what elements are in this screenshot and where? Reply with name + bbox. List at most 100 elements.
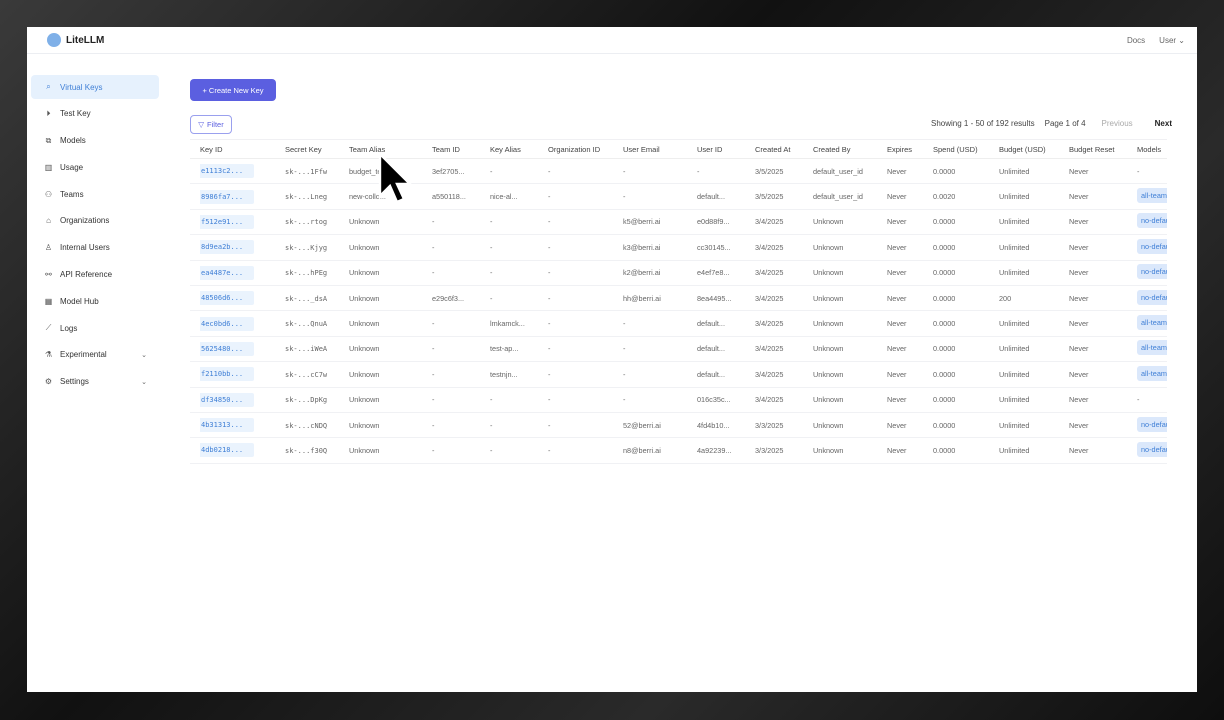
sidebar-item-label: Settings: [60, 377, 89, 387]
table-cell: k2@berri.ai: [623, 268, 697, 277]
column-header[interactable]: Key Alias: [490, 144, 521, 154]
table-cell: budget_team: [349, 167, 432, 176]
link-icon: ⚯: [45, 270, 52, 280]
sidebar-item-organizations[interactable]: ⌂ Organizations: [31, 209, 159, 233]
sidebar-item-api-reference[interactable]: ⚯ API Reference: [31, 263, 159, 287]
user-menu[interactable]: User ⌄: [1159, 36, 1185, 45]
table-cell: -: [548, 446, 623, 455]
docs-link[interactable]: Docs: [1126, 35, 1146, 45]
cell-value: -: [623, 344, 626, 354]
key-id-link[interactable]: df34850...: [200, 392, 254, 407]
cell-value: -: [432, 369, 435, 379]
filter-icon: ▽: [198, 120, 205, 129]
cell-value: Unlimited: [999, 268, 1030, 278]
cell-value: 3/4/2025: [755, 369, 784, 379]
sidebar-item-models[interactable]: ⧉ Models: [31, 129, 159, 153]
sidebar-item-model-hub[interactable]: ▦ Model Hub: [31, 289, 159, 313]
key-id-link[interactable]: ea4487e...: [200, 265, 254, 280]
cell-value: Unknown: [813, 268, 844, 278]
table-cell: 52@berri.ai: [623, 421, 697, 430]
table-cell: Never: [1069, 217, 1137, 226]
table-cell: -: [432, 268, 490, 277]
table-cell: Unlimited: [999, 319, 1069, 328]
table-cell: -: [490, 421, 548, 430]
column-header[interactable]: User ID: [697, 144, 723, 154]
column-header[interactable]: Key ID: [200, 144, 223, 154]
column-header[interactable]: Team Alias: [349, 144, 386, 154]
table-cell: Never: [887, 243, 933, 252]
create-new-key-button[interactable]: + Create New Key: [190, 79, 276, 101]
table-cell: -: [548, 192, 623, 201]
previous-button[interactable]: Previous: [1101, 119, 1133, 128]
cell-value: Never: [1069, 319, 1089, 329]
sidebar-item-usage[interactable]: ▥ Usage: [31, 155, 159, 179]
column-header[interactable]: Secret Key: [285, 144, 322, 154]
key-id-link[interactable]: f512e91...: [200, 214, 254, 229]
cell-value: 0.0000: [933, 166, 956, 176]
column-header[interactable]: User Email: [623, 144, 660, 154]
cell-value: Unknown: [813, 445, 844, 455]
secret-key: sk-...1Ffw: [285, 167, 328, 176]
sidebar-item-teams[interactable]: ⚇ Teams: [31, 182, 159, 206]
key-id-link[interactable]: 5625480...: [200, 341, 254, 356]
column-header[interactable]: Created At: [755, 144, 791, 154]
table-cell: Never: [1069, 268, 1137, 277]
cell-value: -: [548, 369, 551, 379]
key-id-link[interactable]: 4db0218...: [200, 443, 254, 458]
cell-value: k5@berri.ai: [623, 217, 661, 227]
cell-value: Never: [887, 445, 907, 455]
key-id-link[interactable]: e1113c2...: [200, 164, 254, 179]
table-cell: -: [490, 446, 548, 455]
column-header[interactable]: Budget (USD): [999, 144, 1046, 154]
table-cell: e1113c2...: [200, 164, 285, 179]
model-tag: no-default-models: [1137, 213, 1167, 229]
next-button[interactable]: Next: [1154, 119, 1172, 128]
table-cell: 3/5/2025: [755, 192, 813, 201]
key-id-link[interactable]: 4b31313...: [200, 418, 254, 433]
table-cell: default...: [697, 192, 755, 201]
table-cell: no-default-models: [1137, 416, 1167, 434]
cell-value: 3ef2705...: [432, 166, 465, 176]
table-row: 5625480... sk-...iWeA Unknown - test-ap... - -…: [190, 337, 1167, 363]
table-cell: 3ef2705...: [432, 167, 490, 176]
table-cell: sk-...Kjyg: [285, 243, 349, 252]
cell-value: -: [1137, 166, 1140, 176]
table-cell: all-team-models: [1137, 315, 1167, 332]
key-id-link[interactable]: f2110bb...: [200, 367, 254, 382]
table-cell: sk-..._dsA: [285, 294, 349, 303]
table-cell: -: [548, 421, 623, 430]
cell-value: -: [490, 420, 493, 430]
table-cell: 0.0000: [933, 370, 999, 379]
cell-value: 3/3/2025: [755, 445, 784, 455]
sidebar-item-virtual-keys[interactable]: ⌕ Virtual Keys: [31, 75, 159, 99]
table-cell: 0.0000: [933, 395, 999, 404]
column-header[interactable]: Spend (USD): [933, 144, 978, 154]
sidebar-item-test-key[interactable]: ⏵ Test Key: [31, 102, 159, 126]
key-id-link[interactable]: 8986fa7...: [200, 189, 254, 204]
key-id-link[interactable]: 4ec0bd6...: [200, 316, 254, 331]
logo[interactable]: LiteLLM: [47, 33, 104, 47]
table-cell: Unknown: [813, 446, 887, 455]
key-id-link[interactable]: 48506d6...: [200, 291, 254, 306]
secret-key: sk-...cC7w: [285, 370, 328, 379]
filter-button[interactable]: ▽ Filter: [190, 115, 232, 134]
sidebar-item-experimental[interactable]: ⚗ Experimental ⌄: [31, 343, 159, 367]
column-header[interactable]: Budget Reset: [1069, 144, 1115, 154]
sidebar-item-logs[interactable]: ⟋ Logs: [31, 316, 159, 340]
cell-value: Never: [1069, 192, 1089, 202]
column-header[interactable]: Organization ID: [548, 144, 601, 154]
model-tag: no-default-models: [1137, 441, 1167, 457]
column-header[interactable]: Expires: [887, 144, 913, 154]
play-circle-icon: ⏵: [46, 108, 51, 118]
key-id-link[interactable]: 8d9ea2b...: [200, 240, 254, 255]
sidebar-item-settings[interactable]: ⚙ Settings ⌄: [31, 370, 159, 394]
table-cell: e29c6f3...: [432, 294, 490, 303]
table-cell: test-ap...: [490, 344, 548, 353]
sidebar-item-internal-users[interactable]: ♙ Internal Users: [31, 236, 159, 260]
table-cell: -: [623, 344, 697, 353]
column-header[interactable]: Created By: [813, 144, 851, 154]
table-cell: Unknown: [349, 446, 432, 455]
table-cell: -: [548, 268, 623, 277]
column-header[interactable]: Models: [1137, 144, 1162, 154]
column-header[interactable]: Team ID: [432, 144, 460, 154]
